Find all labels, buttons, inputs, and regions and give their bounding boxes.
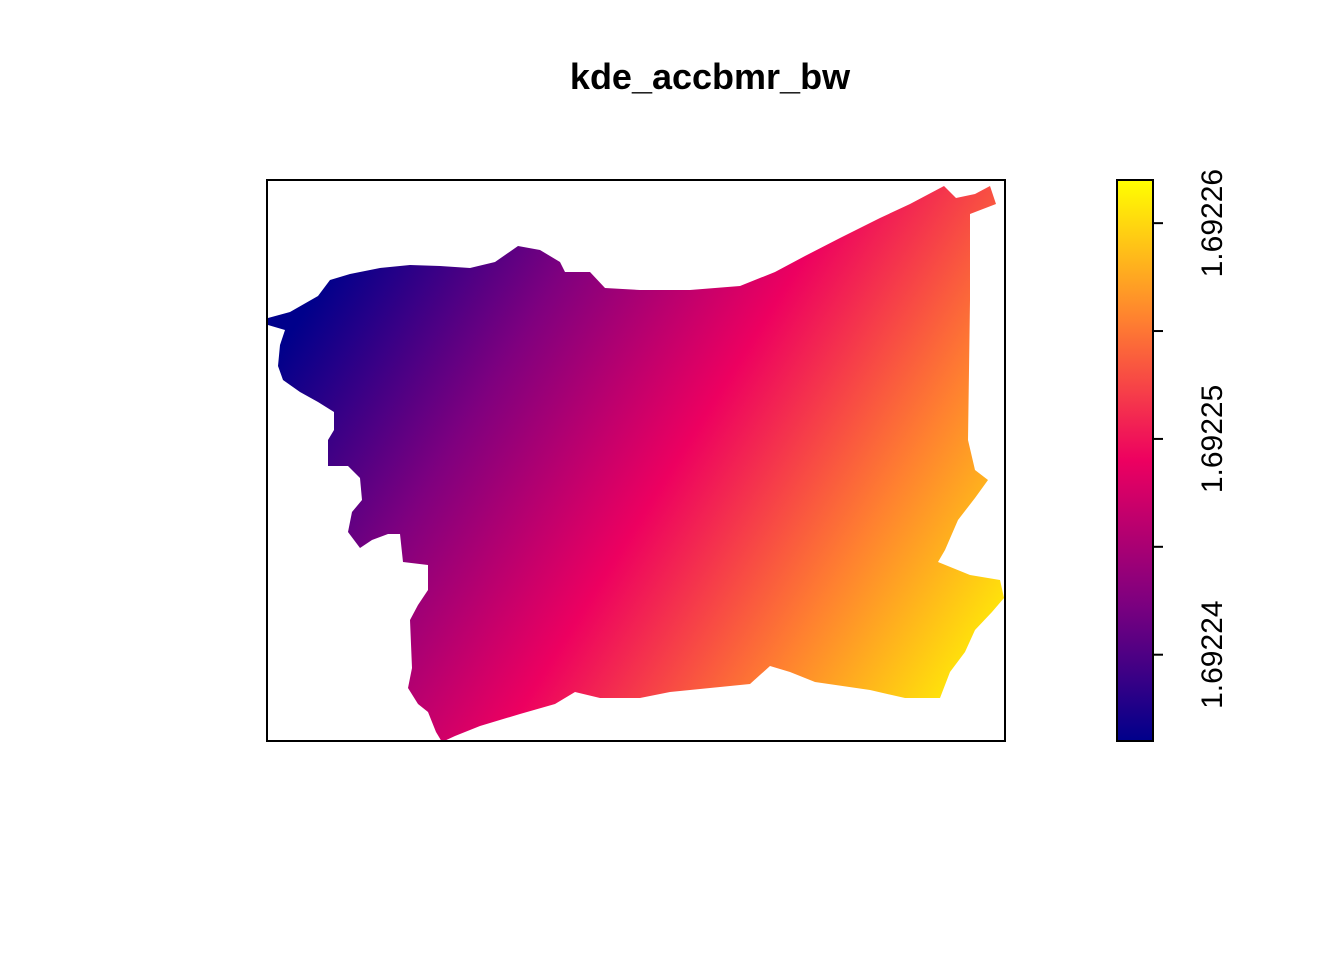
legend-tick-label: 1.69226	[1196, 169, 1229, 277]
plot-frame	[266, 179, 1006, 742]
legend-tick-label: 1.69225	[1196, 385, 1229, 493]
legend-frame	[1116, 179, 1154, 742]
chart-title: kde_accbmr_bw	[569, 56, 851, 97]
legend-colorbar	[1117, 180, 1153, 741]
density-raster	[268, 186, 1004, 742]
legend-tick-label: 1.69224	[1196, 600, 1229, 708]
